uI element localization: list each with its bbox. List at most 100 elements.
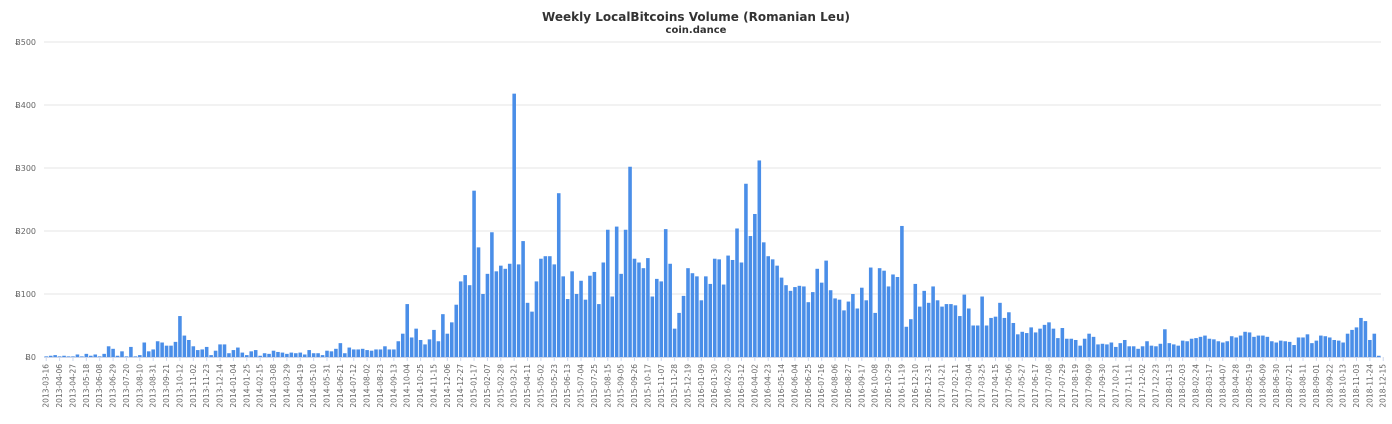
bar [1065,338,1069,357]
bar [971,325,975,357]
bar [561,276,565,357]
bar [1305,334,1310,357]
bar [998,302,1002,357]
bar [726,255,730,357]
bar [1376,355,1381,357]
bar [334,348,338,357]
bar [909,319,913,357]
bar [525,302,530,357]
x-tick-label: 2015-07-25 [590,364,599,408]
bar [1154,346,1158,357]
x-tick-label: 2018-02-24 [1192,364,1201,408]
bar [222,344,227,357]
bar [900,225,904,357]
bar [659,281,664,357]
x-tick-label: 2017-09-09 [1085,364,1094,408]
bar [895,276,900,357]
x-tick-label: 2013-04-27 [68,364,77,408]
x-tick-label: 2014-04-19 [296,364,305,408]
bar [574,294,579,357]
bar [623,229,628,357]
x-tick-label: 2016-04-23 [764,364,773,408]
bar [182,335,187,357]
bar [1158,343,1163,357]
bar [944,304,949,357]
bar [1105,344,1109,357]
bar [1265,336,1270,357]
bar [1078,345,1082,357]
bar [1203,335,1207,357]
bar [565,299,570,357]
bar [294,353,298,357]
bar [231,350,236,357]
x-tick-label: 2018-09-22 [1325,364,1334,408]
bar [1194,338,1198,357]
bar [802,286,806,357]
bar [209,355,213,357]
bar [1073,339,1078,357]
x-tick-label: 2014-01-04 [229,364,238,408]
bar [490,232,494,357]
bar [748,236,753,357]
x-tick-label: 2018-04-28 [1232,364,1241,408]
bar [494,271,499,357]
bar [124,356,129,357]
bar [1310,343,1314,357]
bar [1042,324,1047,357]
bar [374,349,378,357]
bar [588,275,592,357]
bar [169,345,173,357]
bar [646,258,650,357]
bar [1238,335,1243,357]
bar [111,348,115,357]
bar [1180,340,1185,357]
bar [668,263,672,357]
bar [735,228,739,357]
bar [779,277,784,357]
y-tick-label: Ƀ300 [15,164,36,173]
bar [392,349,396,357]
y-tick-label: Ƀ200 [15,227,36,236]
bar [151,349,155,357]
bar [984,325,989,357]
bar [57,356,62,357]
bar [396,341,401,357]
bar [1114,346,1118,357]
x-tick-label: 2018-06-09 [1258,364,1267,408]
bar [712,258,717,357]
bar [663,229,668,357]
x-tick-label: 2016-01-09 [697,364,706,408]
bar [828,290,833,357]
x-tick-label: 2013-06-08 [95,364,104,408]
bar [592,271,597,357]
bar [935,300,940,357]
bar [1087,333,1091,357]
bar [1283,341,1287,357]
bar [1145,341,1149,357]
x-tick-label: 2018-11-03 [1352,364,1361,408]
x-tick-label: 2014-10-25 [416,364,425,408]
bar [1270,341,1274,357]
bar [1051,328,1056,357]
bar [1082,338,1087,357]
bar [245,355,249,357]
y-tick-label: Ƀ400 [15,101,36,110]
x-tick-label: 2015-09-05 [617,364,626,408]
bar [650,296,655,357]
bar [1229,336,1234,357]
bar [632,258,637,357]
bar [1140,346,1145,357]
bar [797,285,802,357]
bar [1359,317,1363,357]
bar [1024,333,1029,357]
x-axis-ticks: 2013-03-16 2013-04-06 2013-04-27 2013-05-18… [42,357,1388,408]
bar [534,281,539,357]
bar [102,353,106,357]
bar [115,355,120,357]
x-tick-label: 2018-01-13 [1165,364,1174,408]
bar [155,341,160,357]
y-tick-label: Ƀ500 [15,38,36,47]
x-tick-label: 2017-06-17 [1031,364,1040,408]
bar [427,339,432,357]
